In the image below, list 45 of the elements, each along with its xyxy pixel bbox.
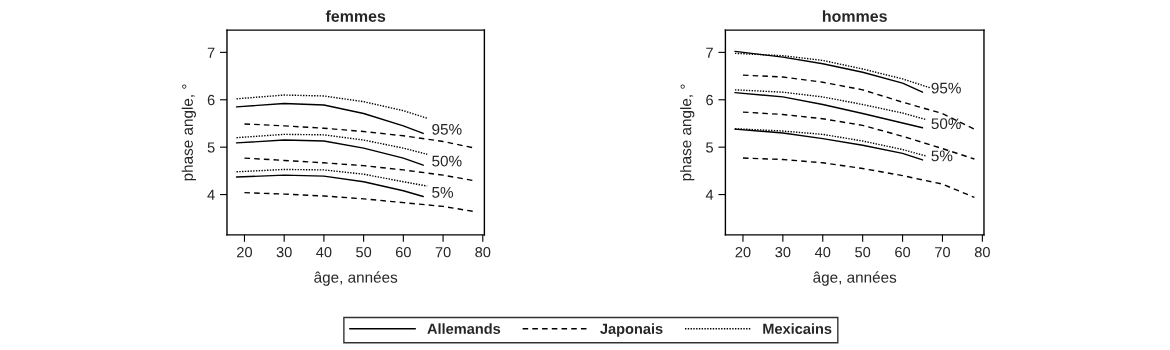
x-tick-label: 70 xyxy=(935,247,951,258)
y-axis-title: phase angle, ° xyxy=(181,84,196,181)
x-tick-label: 70 xyxy=(435,247,451,258)
legend-label: Mexicains xyxy=(763,323,832,334)
x-tick-label: 80 xyxy=(974,247,990,258)
x-tick-label: 40 xyxy=(814,247,831,258)
line-series xyxy=(235,174,424,198)
x-axis-title: âge, années xyxy=(813,271,897,286)
line-series xyxy=(235,168,428,187)
y-tick-label: 7 xyxy=(207,47,215,58)
legend-label: Japonais xyxy=(600,323,663,337)
x-tick-label: 40 xyxy=(316,247,332,258)
chart-title: femmes xyxy=(325,10,386,22)
line-series xyxy=(235,94,428,119)
line-series xyxy=(235,133,428,155)
annotation: 5% xyxy=(931,150,953,162)
annotation: 5% xyxy=(432,187,454,198)
line-series xyxy=(742,111,976,160)
y-tick-label: 6 xyxy=(706,94,713,106)
x-tick-label: 80 xyxy=(475,247,491,258)
y-tick-label: 7 xyxy=(706,47,713,58)
line-series xyxy=(235,139,424,166)
x-tick-label: 20 xyxy=(237,247,252,258)
line-series xyxy=(742,74,976,130)
y-tick-label: 5 xyxy=(207,142,215,153)
x-tick-label: 60 xyxy=(895,247,911,258)
x-tick-label: 30 xyxy=(775,247,791,258)
chart-title: hommes xyxy=(822,10,887,22)
x-tick-label: 50 xyxy=(356,247,372,258)
annotation: 50% xyxy=(432,155,462,167)
line-series xyxy=(235,102,424,135)
x-tick-label: 20 xyxy=(735,247,751,258)
x-tick-label: 30 xyxy=(276,247,292,258)
x-tick-label: 60 xyxy=(395,247,411,258)
y-tick-label: 5 xyxy=(706,142,713,153)
y-tick-label: 4 xyxy=(705,189,714,200)
annotation: 50% xyxy=(931,118,961,130)
x-tick-label: 50 xyxy=(855,247,871,258)
y-tick-label: 4 xyxy=(207,189,215,200)
annotation: 95% xyxy=(432,123,462,135)
annotation: 95% xyxy=(931,82,961,94)
x-axis-title: âge, années xyxy=(314,271,398,286)
y-axis-title: phase angle, ° xyxy=(680,84,695,181)
legend-label: Allemands xyxy=(427,323,501,334)
y-tick-label: 6 xyxy=(207,94,215,106)
